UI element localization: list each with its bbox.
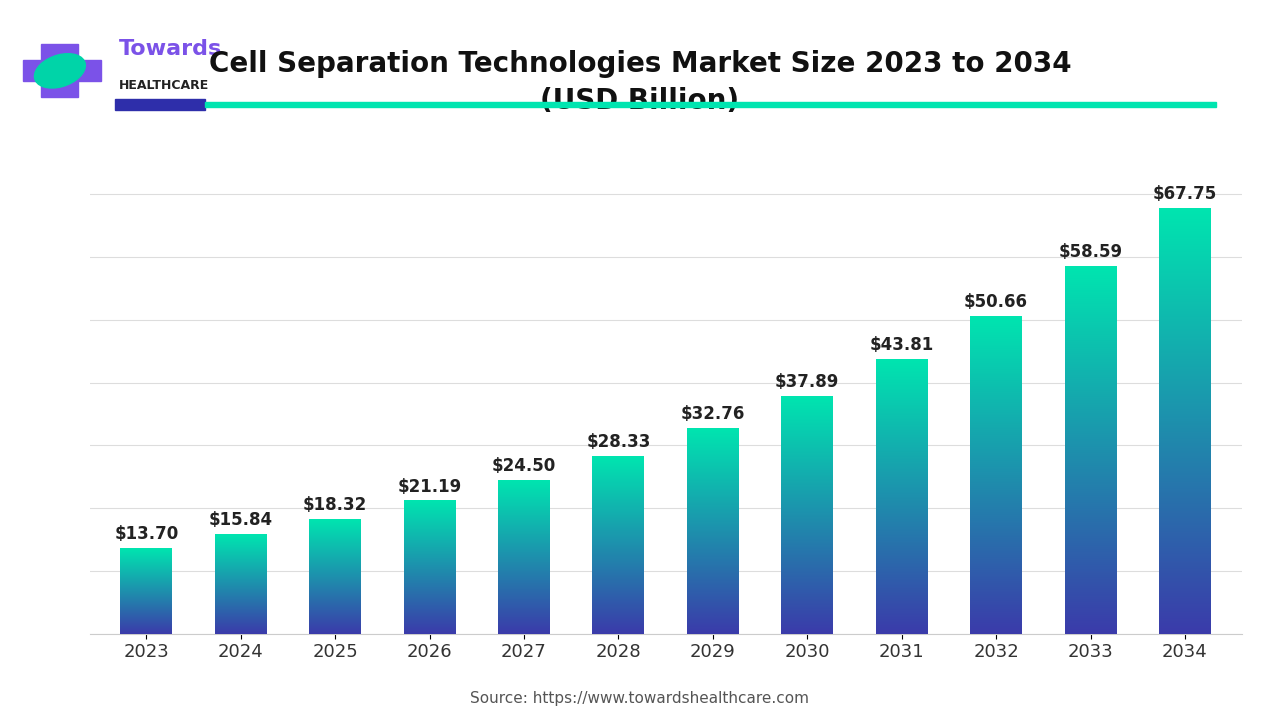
Text: $24.50: $24.50: [492, 456, 556, 474]
Text: $43.81: $43.81: [869, 336, 934, 354]
Text: Source: https://www.towardshealthcare.com: Source: https://www.towardshealthcare.co…: [471, 690, 809, 706]
Text: $13.70: $13.70: [114, 525, 178, 543]
Text: $28.33: $28.33: [586, 433, 650, 451]
Text: HEALTHCARE: HEALTHCARE: [119, 79, 210, 92]
Text: $50.66: $50.66: [964, 292, 1028, 310]
Text: $58.59: $58.59: [1059, 243, 1123, 261]
Text: $67.75: $67.75: [1153, 185, 1217, 203]
Text: $32.76: $32.76: [681, 405, 745, 423]
Text: Towards: Towards: [119, 39, 223, 59]
Text: $21.19: $21.19: [397, 477, 462, 495]
Bar: [23, 60, 101, 81]
Ellipse shape: [35, 54, 86, 88]
Bar: [41, 45, 78, 97]
Text: Cell Separation Technologies Market Size 2023 to 2034
(USD Billion): Cell Separation Technologies Market Size…: [209, 50, 1071, 115]
Text: $37.89: $37.89: [776, 373, 840, 391]
Text: $18.32: $18.32: [303, 495, 367, 513]
Text: $15.84: $15.84: [209, 511, 273, 529]
